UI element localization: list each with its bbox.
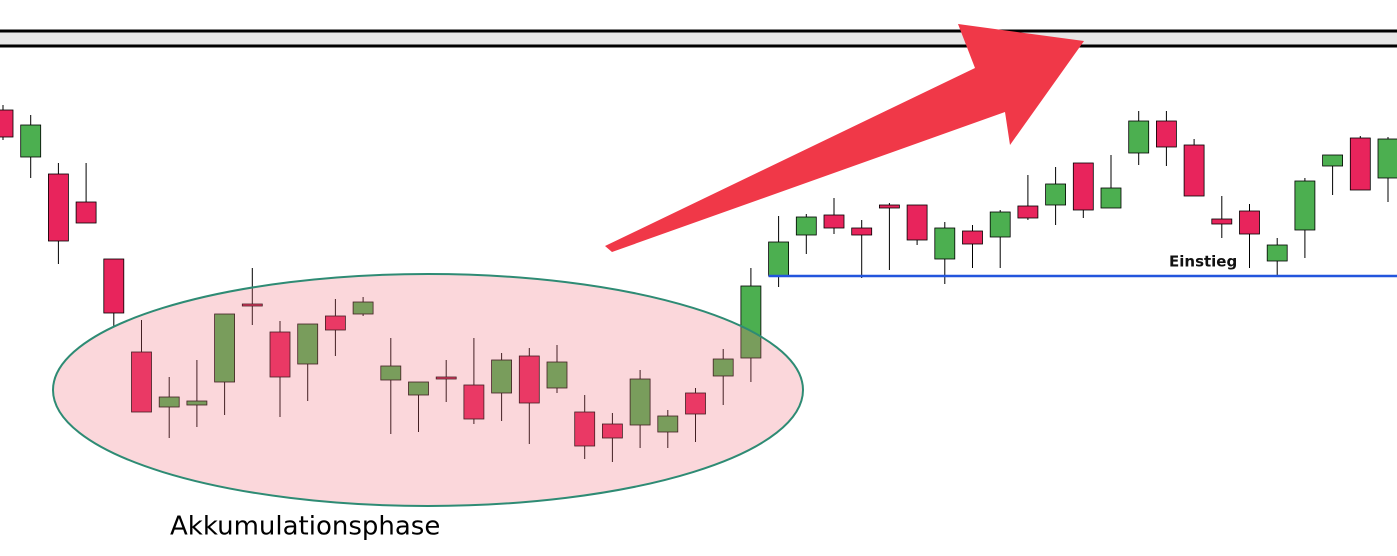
candle-body: [629, 378, 651, 426]
candle-body: [352, 301, 374, 315]
candle-body: [297, 323, 319, 365]
candle-body: [1377, 138, 1397, 179]
candle-body: [989, 211, 1011, 238]
candle-body: [962, 230, 983, 245]
candle-body: [214, 313, 236, 383]
candle-body: [241, 303, 263, 307]
candle-body: [1156, 120, 1177, 148]
candle-body: [1322, 154, 1343, 167]
candle-body: [740, 285, 762, 359]
candle-body: [20, 124, 42, 158]
candle-body: [269, 331, 291, 378]
candle-body: [1266, 244, 1288, 262]
candles: [0, 105, 1397, 462]
candle-body: [103, 258, 125, 314]
candle-body: [518, 355, 540, 404]
candle-body: [685, 392, 706, 415]
candle-body: [48, 173, 69, 242]
candle-body: [0, 109, 14, 138]
candle-body: [712, 358, 734, 377]
candle-body: [768, 241, 789, 277]
accumulation-ellipse: [52, 273, 804, 507]
candle-body: [1100, 187, 1122, 209]
candle-body: [1017, 205, 1039, 219]
candle-body: [1349, 137, 1371, 191]
candle-body: [324, 315, 346, 331]
candle-body: [1128, 120, 1150, 154]
candle-body: [1294, 180, 1316, 231]
candle-body: [851, 227, 873, 236]
candle-body: [1045, 183, 1066, 206]
candle-body: [546, 361, 568, 389]
candle-body: [906, 204, 928, 241]
candle-body: [131, 351, 152, 413]
candle-body: [1211, 218, 1233, 225]
candle-body: [158, 396, 180, 408]
accumulation-label: Akkumulationsphase: [170, 512, 440, 542]
candle-body: [491, 359, 513, 394]
candle-body: [879, 204, 900, 209]
candle-body: [657, 415, 679, 433]
candle-body: [408, 381, 429, 396]
candle-body: [574, 411, 596, 447]
candle-body: [1072, 162, 1094, 211]
candle-body: [1239, 210, 1260, 235]
trend-arrow: [605, 24, 1084, 252]
entry-label: Einstieg: [1169, 253, 1237, 271]
candle-body: [602, 423, 623, 439]
candle-body: [823, 214, 845, 229]
candle-body: [463, 384, 485, 420]
candle-body: [1183, 144, 1205, 197]
candle-body: [435, 376, 457, 380]
candle-body: [75, 201, 97, 224]
candle-body: [380, 365, 402, 381]
candle-body: [186, 400, 208, 406]
candle-body: [934, 227, 956, 260]
candle-body: [795, 216, 817, 236]
